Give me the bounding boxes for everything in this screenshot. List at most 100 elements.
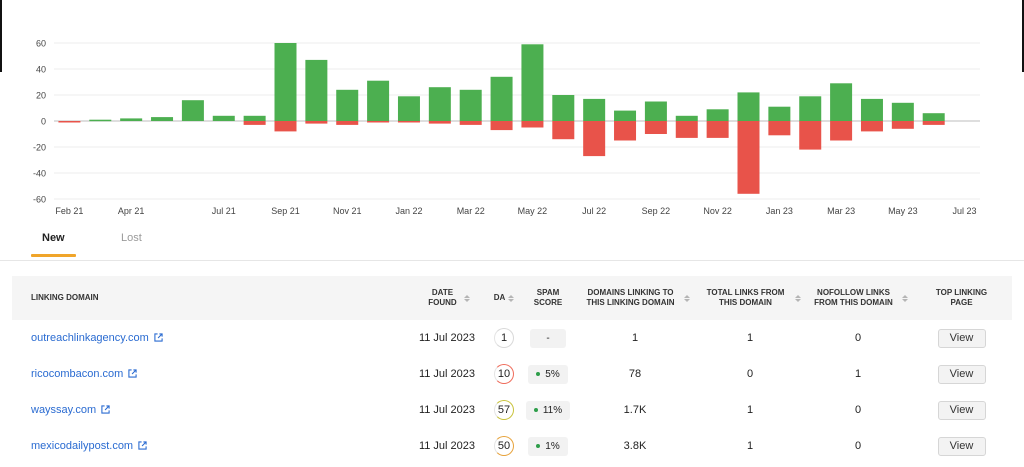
spam-status-dot bbox=[536, 444, 541, 448]
new-bar bbox=[212, 115, 235, 121]
spam-status-dot bbox=[536, 372, 541, 376]
lost-bar bbox=[768, 121, 791, 136]
header-total-links[interactable]: TOTAL LINKS FROM THIS DOMAIN bbox=[695, 276, 805, 320]
x-tick-label: Mar 23 bbox=[827, 206, 855, 216]
cell-domains-linking: 3.8K bbox=[623, 440, 647, 452]
tab-lost[interactable]: Lost bbox=[121, 232, 142, 244]
lost-bar bbox=[397, 121, 420, 123]
external-link-icon[interactable] bbox=[128, 368, 137, 381]
sort-icon[interactable] bbox=[901, 294, 908, 302]
new-bar bbox=[737, 92, 760, 121]
lost-bar bbox=[552, 121, 575, 140]
new-bar bbox=[274, 43, 297, 121]
cell-da: 10 bbox=[487, 356, 521, 392]
window-edge-right bbox=[1022, 0, 1024, 72]
new-bar bbox=[459, 89, 482, 121]
lost-bar bbox=[737, 121, 760, 194]
cell-da: 57 bbox=[487, 392, 521, 428]
y-tick-label: -60 bbox=[33, 195, 46, 205]
view-button[interactable]: View bbox=[937, 364, 986, 384]
view-button[interactable]: View bbox=[937, 400, 986, 420]
cell-linking-domain: outreachlinkagency.com bbox=[12, 320, 407, 356]
sort-icon[interactable] bbox=[463, 294, 470, 302]
new-bar bbox=[675, 115, 698, 121]
cell-date-found: 11 Jul 2023 bbox=[418, 440, 476, 452]
header-domains-linking[interactable]: DOMAINS LINKING TO THIS LINKING DOMAIN bbox=[575, 276, 695, 320]
sort-icon[interactable] bbox=[508, 294, 515, 302]
new-bar bbox=[860, 98, 883, 121]
spam-score-badge: 1% bbox=[528, 436, 568, 456]
new-bar bbox=[644, 101, 667, 121]
cell-nofollow-links: 0 bbox=[854, 332, 862, 344]
new-bar bbox=[614, 110, 637, 121]
header-date-found[interactable]: DATE FOUND bbox=[407, 276, 487, 320]
lost-bar bbox=[706, 121, 729, 138]
new-bar bbox=[305, 59, 328, 121]
cell-nofollow-links: 1 bbox=[854, 368, 862, 380]
tab-new[interactable]: New bbox=[42, 232, 65, 244]
y-tick-label: -20 bbox=[33, 143, 46, 153]
window-edge-left bbox=[0, 0, 2, 72]
x-tick-label: Jan 22 bbox=[395, 206, 422, 216]
view-button[interactable]: View bbox=[937, 328, 986, 348]
spam-score-badge: 5% bbox=[528, 364, 568, 384]
new-bar bbox=[181, 100, 204, 121]
cell-domains-linking: 1 bbox=[631, 332, 639, 344]
da-score-ring: 1 bbox=[494, 328, 514, 348]
lost-bar bbox=[830, 121, 853, 141]
da-score-ring: 50 bbox=[494, 436, 514, 456]
domain-link[interactable]: outreachlinkagency.com bbox=[31, 331, 149, 344]
x-tick-label: Jan 23 bbox=[766, 206, 793, 216]
table-row: wayssay.com 11 Jul 2023 57 11% 1.7K 1 0 View bbox=[12, 392, 1012, 428]
cell-date-found: 11 Jul 2023 bbox=[418, 332, 476, 344]
x-tick-label: Sep 22 bbox=[642, 206, 671, 216]
cell-date-found: 11 Jul 2023 bbox=[418, 404, 476, 416]
cell-top-linking-page: View bbox=[911, 356, 1012, 392]
table-row: ricocombacon.com 11 Jul 2023 10 5% 78 0 1 View bbox=[12, 356, 1012, 392]
domain-link[interactable]: ricocombacon.com bbox=[31, 367, 124, 380]
x-tick-label: Jul 21 bbox=[212, 206, 236, 216]
header-top-linking-page: TOP LINKING PAGE bbox=[935, 288, 988, 307]
external-link-icon[interactable] bbox=[138, 440, 147, 453]
header-nofollow-links[interactable]: NOFOLLOW LINKS FROM THIS DOMAIN bbox=[805, 276, 911, 320]
lost-bar bbox=[891, 121, 914, 129]
lost-bar bbox=[336, 121, 359, 125]
header-spam-score: SPAM SCORE bbox=[533, 288, 563, 307]
linking-domains-table-container: LINKING DOMAIN DATE FOUND DA SPAM SCORE … bbox=[12, 276, 1012, 464]
active-tab-indicator bbox=[31, 254, 76, 257]
table-header-row: LINKING DOMAIN DATE FOUND DA SPAM SCORE … bbox=[12, 276, 1012, 320]
lost-bar bbox=[58, 121, 81, 123]
new-bar bbox=[490, 76, 513, 121]
cell-spam-score: 11% bbox=[521, 392, 575, 428]
tab-bar: New Lost bbox=[0, 216, 1024, 261]
x-tick-label: Nov 22 bbox=[703, 206, 732, 216]
domain-link[interactable]: wayssay.com bbox=[31, 403, 97, 416]
new-bar bbox=[830, 83, 853, 121]
view-button[interactable]: View bbox=[937, 436, 986, 456]
links-bar-chart: 60 40 20 0 -20 -40 -60 Feb 21 Apr 21 Jul 21 Sep 21… bbox=[33, 39, 980, 216]
y-tick-label: 60 bbox=[36, 39, 46, 49]
lost-bar bbox=[799, 121, 822, 150]
spam-score-badge: - bbox=[530, 328, 566, 348]
sort-icon[interactable] bbox=[683, 294, 690, 302]
sort-icon[interactable] bbox=[794, 294, 801, 302]
x-tick-label: May 23 bbox=[888, 206, 918, 216]
lost-bar bbox=[243, 121, 266, 125]
lost-bar bbox=[521, 121, 544, 128]
lost-bar bbox=[614, 121, 637, 141]
lost-bar bbox=[675, 121, 698, 138]
new-bar bbox=[521, 44, 544, 121]
cell-nofollow-links: 0 bbox=[854, 440, 862, 452]
external-link-icon[interactable] bbox=[101, 404, 110, 417]
table-row: mexicodailypost.com 11 Jul 2023 50 1% 3.8K 1 0… bbox=[12, 428, 1012, 464]
external-link-icon[interactable] bbox=[154, 332, 163, 345]
lost-bar bbox=[490, 121, 513, 131]
spam-status-dot bbox=[533, 408, 538, 412]
new-bar bbox=[397, 96, 420, 121]
da-score-ring: 57 bbox=[494, 400, 514, 420]
header-da[interactable]: DA bbox=[487, 276, 521, 320]
cell-total-links: 1 bbox=[746, 332, 754, 344]
domain-link[interactable]: mexicodailypost.com bbox=[31, 439, 134, 452]
new-bar bbox=[428, 87, 451, 121]
cell-spam-score: - bbox=[521, 320, 575, 356]
